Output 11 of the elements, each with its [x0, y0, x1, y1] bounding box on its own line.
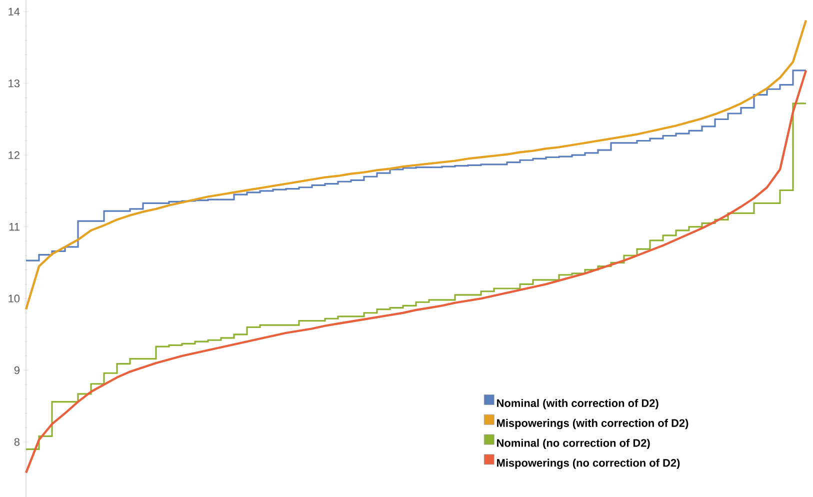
y-tick-label: 12	[8, 151, 20, 159]
y-tick-label: 8	[14, 438, 20, 446]
y-tick-label: 11	[9, 222, 20, 230]
y-tick-label: 10	[8, 294, 20, 302]
legend-label: Nominal (with correction of D2)	[497, 398, 658, 410]
y-tick-label: 9	[14, 366, 20, 374]
legend-label: Mispowerings (with correction of D2)	[497, 418, 688, 429]
legend-label: Mispowerings (no correction of D2)	[497, 458, 680, 469]
y-tick-label: 14	[8, 8, 20, 16]
y-tick-label: 13	[8, 79, 20, 88]
legend-label: Nominal (no correction of D2)	[497, 438, 650, 449]
